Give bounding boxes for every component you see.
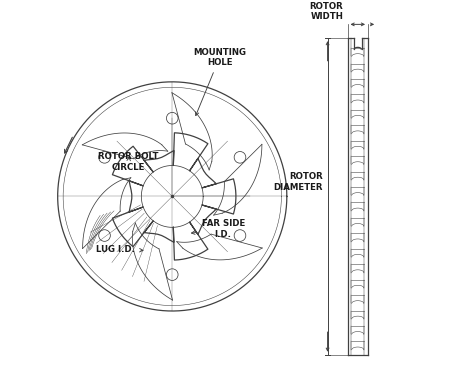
Text: ROTOR
WIDTH: ROTOR WIDTH: [310, 2, 343, 22]
Text: ROTOR BOLT
CIRCLE: ROTOR BOLT CIRCLE: [99, 152, 159, 172]
Text: ROTOR
DIAMETER: ROTOR DIAMETER: [274, 172, 323, 191]
Text: MOUNTING
HOLE: MOUNTING HOLE: [193, 48, 246, 116]
Text: LUG I.D.: LUG I.D.: [96, 245, 143, 254]
Text: FAR SIDE
I.D.: FAR SIDE I.D.: [191, 219, 245, 239]
